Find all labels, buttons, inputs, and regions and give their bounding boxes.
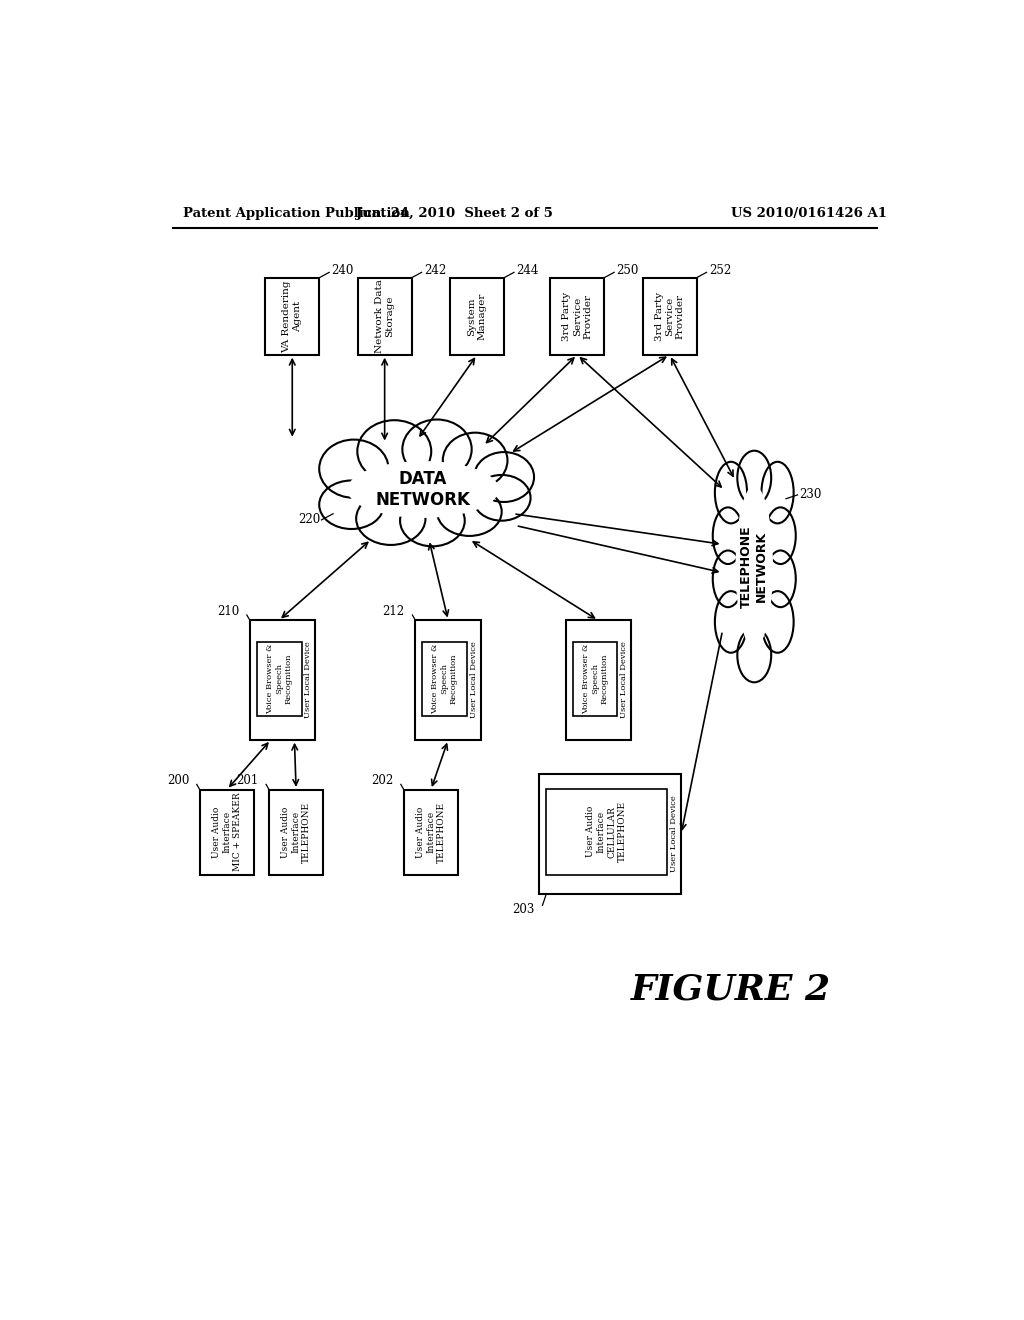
- Bar: [422, 642, 467, 715]
- Ellipse shape: [348, 462, 499, 517]
- Ellipse shape: [713, 507, 743, 564]
- Text: 201: 201: [237, 774, 258, 787]
- Ellipse shape: [715, 591, 748, 653]
- Text: 230: 230: [799, 488, 821, 502]
- Text: 250: 250: [616, 264, 639, 277]
- Bar: [451, 277, 504, 355]
- Text: 202: 202: [371, 774, 393, 787]
- Text: 244: 244: [516, 264, 539, 277]
- Ellipse shape: [319, 440, 388, 498]
- Bar: [539, 775, 681, 894]
- Bar: [572, 642, 617, 715]
- Text: Voice Browser &
Speech
Recognition: Voice Browser & Speech Recognition: [266, 644, 293, 714]
- Bar: [257, 642, 301, 715]
- Ellipse shape: [762, 462, 794, 524]
- Bar: [357, 277, 412, 355]
- Bar: [546, 789, 668, 875]
- Bar: [565, 620, 631, 739]
- Bar: [550, 277, 604, 355]
- Bar: [269, 789, 323, 875]
- Text: 252: 252: [709, 264, 731, 277]
- Text: User Local Device: User Local Device: [304, 642, 312, 718]
- Text: US 2010/0161426 A1: US 2010/0161426 A1: [731, 207, 887, 220]
- Ellipse shape: [442, 433, 508, 488]
- Ellipse shape: [356, 492, 425, 545]
- Text: User Local Device: User Local Device: [621, 642, 628, 718]
- Bar: [403, 789, 458, 875]
- Text: Jun. 24, 2010  Sheet 2 of 5: Jun. 24, 2010 Sheet 2 of 5: [355, 207, 552, 220]
- Text: 200: 200: [167, 774, 189, 787]
- Text: User Local Device: User Local Device: [670, 796, 678, 873]
- Ellipse shape: [357, 420, 431, 483]
- Ellipse shape: [765, 550, 796, 607]
- Ellipse shape: [473, 475, 530, 520]
- Ellipse shape: [437, 487, 502, 536]
- Ellipse shape: [736, 487, 772, 647]
- Bar: [416, 620, 481, 739]
- Ellipse shape: [737, 628, 771, 682]
- Bar: [200, 789, 254, 875]
- Text: User Audio
Interface
MIC + SPEAKER: User Audio Interface MIC + SPEAKER: [212, 793, 242, 871]
- Text: FIGURE 2: FIGURE 2: [631, 973, 831, 1007]
- Ellipse shape: [715, 462, 748, 524]
- Text: Voice Browser &
Speech
Recognition: Voice Browser & Speech Recognition: [582, 644, 608, 714]
- Text: 240: 240: [332, 264, 354, 277]
- Text: 242: 242: [424, 264, 446, 277]
- Text: Voice Browser &
Speech
Recognition: Voice Browser & Speech Recognition: [431, 644, 458, 714]
- Text: 203: 203: [512, 903, 535, 916]
- Bar: [250, 620, 315, 739]
- Text: User Audio
Interface
CELLULAR
TELEPHONE: User Audio Interface CELLULAR TELEPHONE: [587, 801, 627, 862]
- Text: 220: 220: [298, 513, 319, 527]
- Text: 210: 210: [217, 605, 240, 618]
- Text: Network Data
Storage: Network Data Storage: [375, 280, 394, 354]
- Ellipse shape: [319, 480, 384, 529]
- Text: User Local Device: User Local Device: [470, 642, 478, 718]
- Ellipse shape: [474, 451, 535, 502]
- Text: 212: 212: [383, 605, 404, 618]
- Ellipse shape: [402, 420, 472, 479]
- Ellipse shape: [737, 450, 771, 506]
- Text: System
Manager: System Manager: [467, 293, 486, 341]
- Bar: [643, 277, 696, 355]
- Text: 3rd Party
Service
Provider: 3rd Party Service Provider: [654, 292, 684, 341]
- Text: User Audio
Interface
TELEPHONE: User Audio Interface TELEPHONE: [282, 801, 311, 863]
- Text: TELEPHONE
NETWORK: TELEPHONE NETWORK: [740, 525, 768, 607]
- Ellipse shape: [337, 455, 510, 524]
- Text: User Audio
Interface
TELEPHONE: User Audio Interface TELEPHONE: [416, 801, 445, 863]
- Ellipse shape: [731, 474, 777, 659]
- Text: DATA
NETWORK: DATA NETWORK: [376, 470, 471, 510]
- Ellipse shape: [762, 591, 794, 653]
- Bar: [265, 277, 319, 355]
- Text: 3rd Party
Service
Provider: 3rd Party Service Provider: [562, 292, 592, 341]
- Ellipse shape: [713, 550, 743, 607]
- Ellipse shape: [765, 507, 796, 564]
- Text: Patent Application Publication: Patent Application Publication: [183, 207, 410, 220]
- Text: VA Rendering
Agent: VA Rendering Agent: [283, 280, 302, 352]
- Ellipse shape: [400, 495, 465, 546]
